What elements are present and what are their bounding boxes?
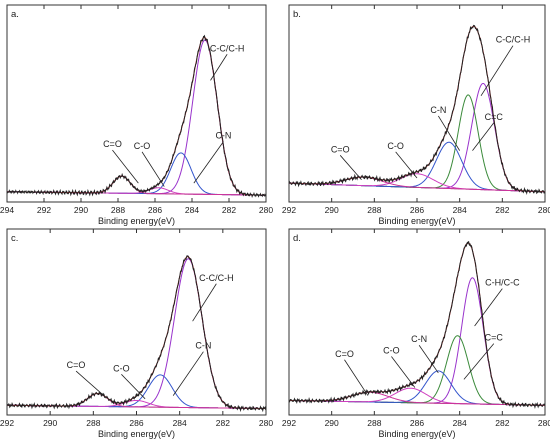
annotation-leader bbox=[344, 359, 369, 396]
peak-c-n bbox=[7, 374, 266, 410]
xps-panel-0: 294 292 290 288 286 284 282 280 Binding energy(e… bbox=[0, 4, 273, 226]
panel-label: a. bbox=[11, 9, 19, 20]
peak-c-c-c-h bbox=[7, 39, 266, 196]
measured-spectrum bbox=[7, 255, 266, 413]
annotation-label: C-C/C-H bbox=[210, 43, 245, 53]
fitted-envelope bbox=[7, 36, 266, 196]
annotation-label: C-N bbox=[411, 334, 427, 344]
x-tick-label: 280 bbox=[259, 205, 273, 215]
annotation-label: C-N bbox=[430, 105, 446, 115]
peak-c-c-c-h bbox=[289, 82, 545, 193]
curves bbox=[7, 34, 266, 198]
x-tick-label: 286 bbox=[410, 418, 424, 428]
annotation-label: C=C bbox=[485, 112, 504, 122]
measured-spectrum bbox=[7, 34, 266, 198]
annotation-leader bbox=[339, 155, 362, 180]
annotation-label: C-N bbox=[195, 341, 211, 351]
x-tick-label: 286 bbox=[148, 205, 162, 215]
x-tick-label: 292 bbox=[282, 418, 296, 428]
x-tick-label: 288 bbox=[111, 205, 125, 215]
panel-label: c. bbox=[11, 233, 18, 244]
annotation-leader bbox=[112, 149, 139, 184]
annotation-label: C-C/C-H bbox=[199, 273, 234, 283]
x-tick-label: 292 bbox=[37, 205, 51, 215]
xps-panel-2: 292 290 288 286 284 282 280 Binding energy(eV) c… bbox=[0, 228, 273, 439]
x-tick-label: 284 bbox=[453, 418, 467, 428]
panel-label: b. bbox=[293, 9, 301, 20]
x-tick-label: 288 bbox=[367, 205, 381, 215]
annotation-leader bbox=[480, 45, 514, 97]
annotation-label: C=O bbox=[331, 144, 350, 154]
curves bbox=[7, 255, 266, 413]
annotation-label: C-N bbox=[215, 131, 231, 141]
x-tick-label: 282 bbox=[495, 418, 509, 428]
x-tick-label: 290 bbox=[325, 418, 339, 428]
annotation-label: C-O bbox=[134, 141, 151, 151]
x-tick-label: 282 bbox=[495, 205, 509, 215]
measured-spectrum bbox=[289, 240, 545, 409]
x-tick-label: 280 bbox=[538, 418, 550, 428]
annotation-leader bbox=[474, 288, 503, 327]
panel-label: d. bbox=[293, 233, 301, 244]
x-tick-label: 292 bbox=[282, 205, 296, 215]
x-axis-label: Binding energy(eV) bbox=[378, 216, 455, 226]
x-tick-label: 288 bbox=[367, 418, 381, 428]
annotation-label: C-O bbox=[387, 141, 404, 151]
annotation-label: C-H/C-C bbox=[485, 278, 520, 288]
x-tick-label: 290 bbox=[43, 418, 57, 428]
x-tick-label: 280 bbox=[259, 418, 273, 428]
x-tick-label: 284 bbox=[173, 418, 187, 428]
x-tick-label: 288 bbox=[86, 418, 100, 428]
annotation-leader bbox=[141, 151, 165, 187]
annotation-label: C=O bbox=[67, 360, 86, 370]
curves bbox=[289, 24, 545, 196]
x-tick-label: 284 bbox=[453, 205, 467, 215]
annotation-leader bbox=[121, 374, 146, 400]
x-tick-label: 284 bbox=[185, 205, 199, 215]
x-axis-label: Binding energy(eV) bbox=[98, 216, 175, 226]
annotation-leader bbox=[395, 151, 418, 179]
annotation-leader bbox=[391, 356, 416, 388]
annotation-leader bbox=[192, 283, 217, 322]
x-tick-label: 290 bbox=[74, 205, 88, 215]
x-tick-label: 290 bbox=[325, 205, 339, 215]
plot-frame bbox=[6, 228, 267, 416]
annotation-leader bbox=[210, 54, 228, 81]
fitted-envelope bbox=[289, 25, 545, 193]
x-axis-label: Binding energy(eV) bbox=[98, 429, 175, 439]
annotation-leader bbox=[437, 115, 461, 151]
curves bbox=[289, 240, 545, 409]
xps-panel-3: 292 290 288 286 284 282 280 Binding energy(eV) d… bbox=[282, 228, 550, 439]
x-tick-label: 280 bbox=[538, 205, 550, 215]
annotation-label: C-O bbox=[113, 363, 130, 373]
annotation-label: C=O bbox=[335, 349, 354, 359]
annotation-leader bbox=[193, 141, 224, 184]
annotation-label: C=O bbox=[103, 139, 122, 149]
annotation-leader bbox=[463, 343, 495, 380]
annotation-label: C-C/C-H bbox=[496, 35, 531, 45]
annotation-leader bbox=[172, 351, 204, 396]
xps-panel-1: 292 290 288 286 284 282 280 Binding energy(eV) b… bbox=[282, 4, 550, 226]
x-tick-label: 294 bbox=[0, 205, 14, 215]
annotation-label: C-O bbox=[383, 346, 400, 356]
annotation-label: C=C bbox=[485, 333, 504, 343]
plot-frame bbox=[6, 4, 267, 203]
plot-frame bbox=[288, 228, 546, 416]
annotation-leader bbox=[418, 344, 439, 374]
annotation-leader bbox=[75, 370, 103, 395]
x-tick-label: 292 bbox=[0, 418, 14, 428]
measured-spectrum bbox=[289, 24, 545, 196]
x-tick-label: 286 bbox=[410, 205, 424, 215]
x-tick-label: 286 bbox=[129, 418, 143, 428]
annotation-leader bbox=[472, 122, 495, 151]
x-tick-label: 282 bbox=[222, 205, 236, 215]
x-axis-label: Binding energy(eV) bbox=[378, 429, 455, 439]
x-tick-label: 282 bbox=[216, 418, 230, 428]
